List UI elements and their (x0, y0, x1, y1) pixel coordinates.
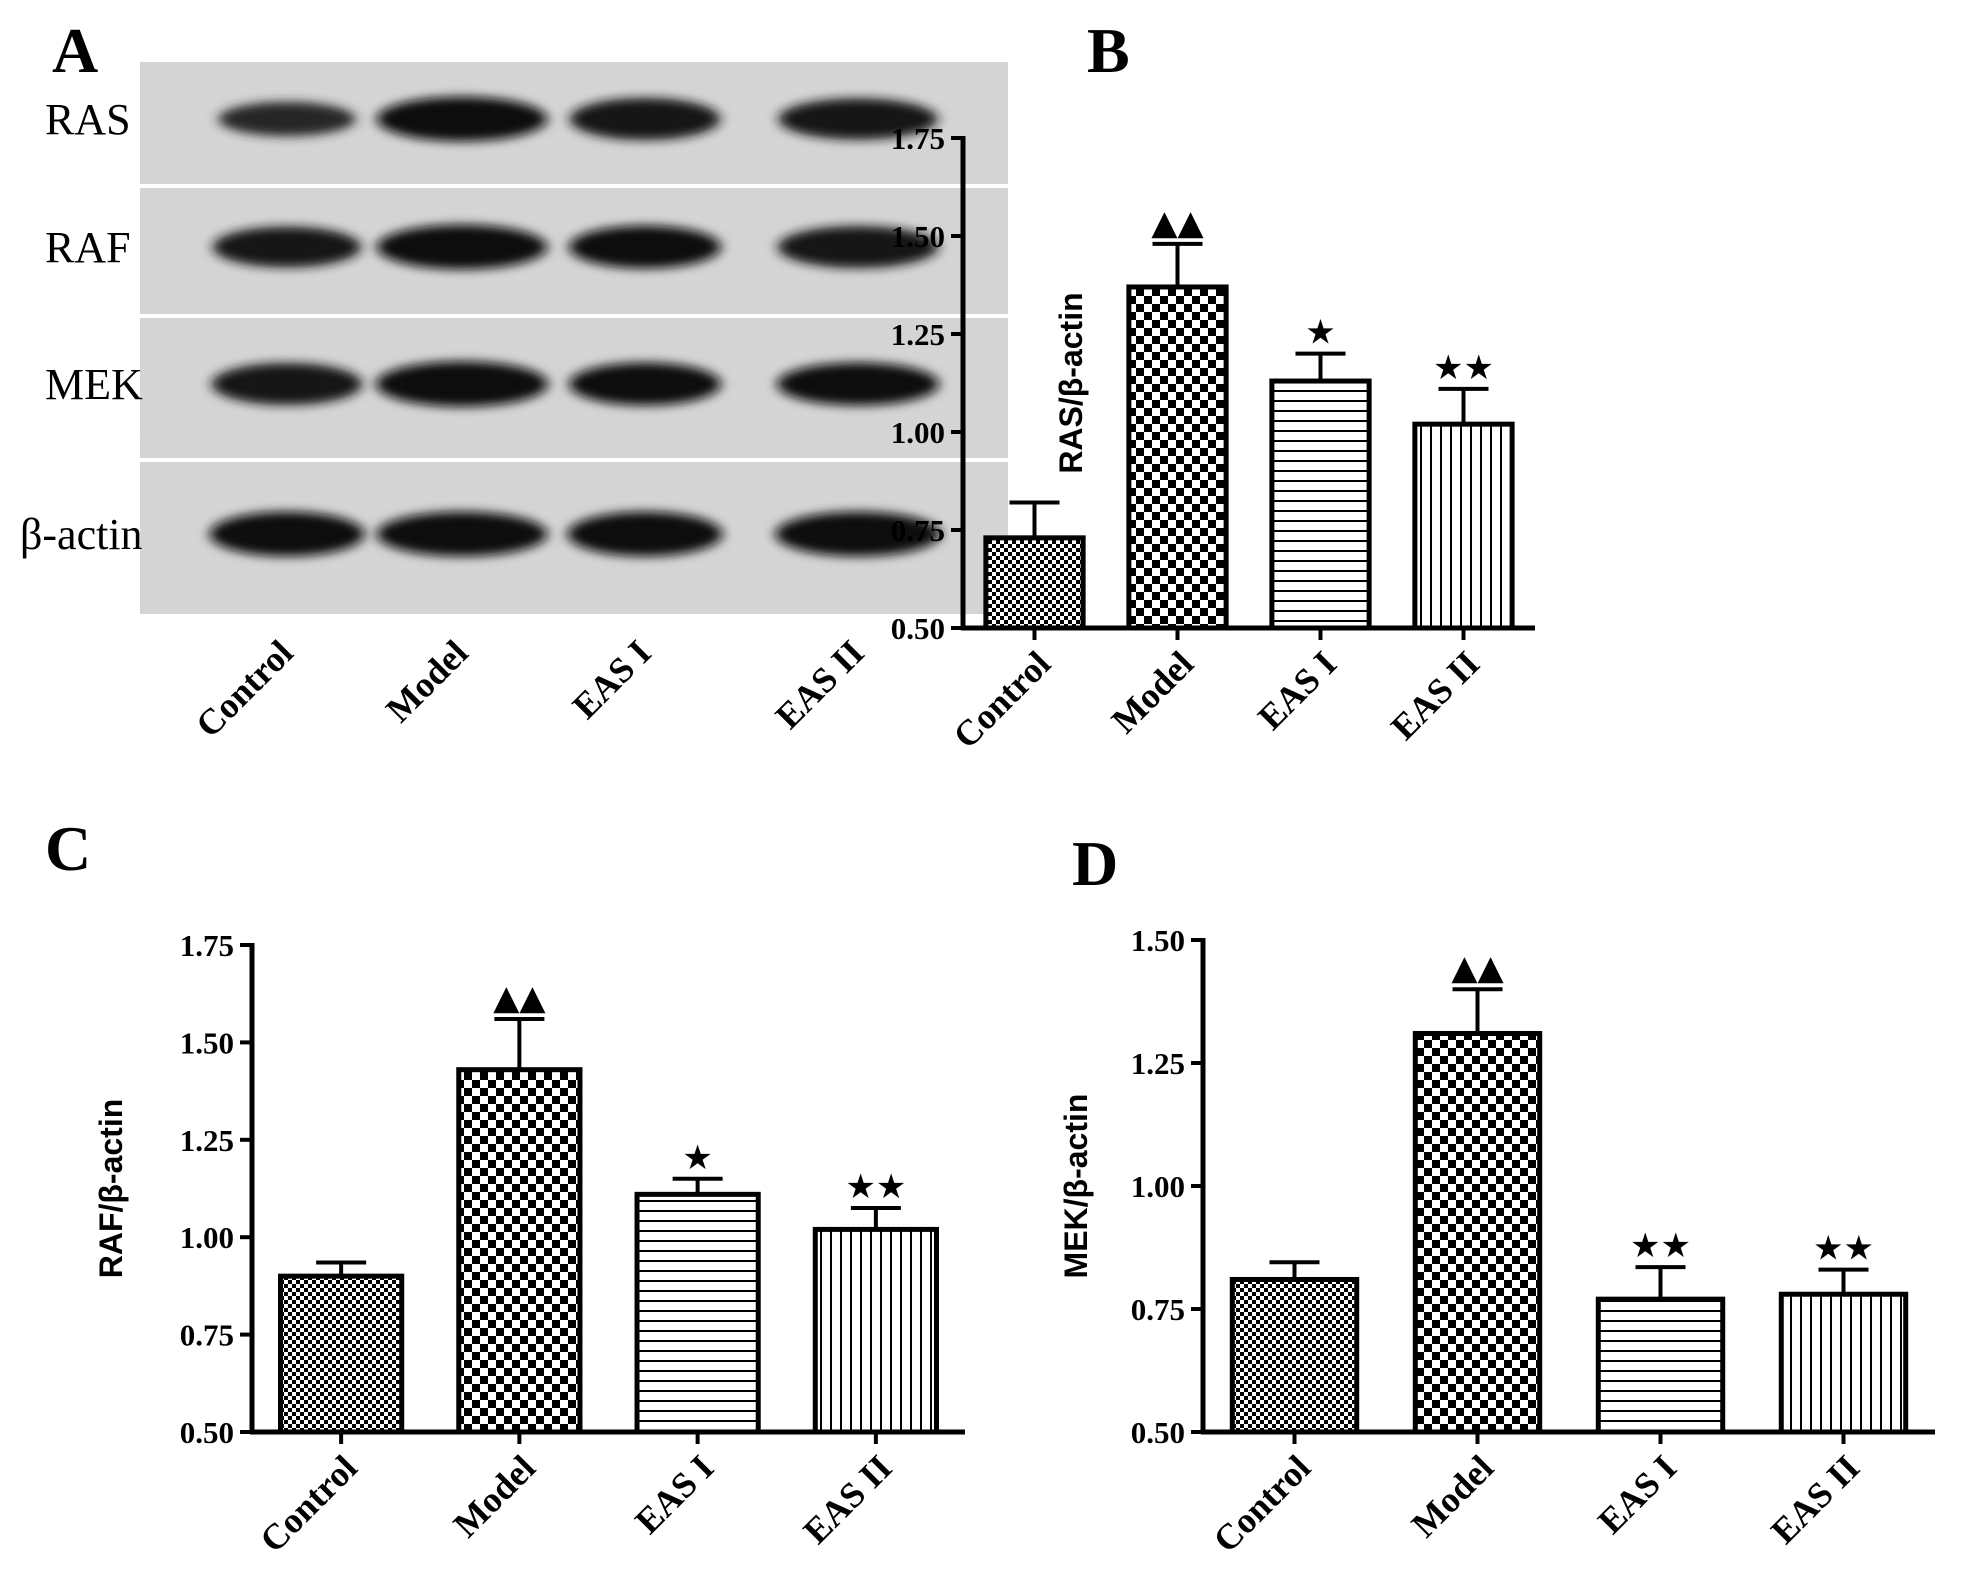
panel-a-western-blot: A RAS RAF MEK β-actin Control Model EAS I EAS … (20, 15, 1008, 745)
blot-label-ras: RAS (45, 95, 131, 144)
y-tick-label: 1.50 (1131, 923, 1185, 958)
y-tick-label: 1.50 (180, 1025, 234, 1060)
y-axis-title: RAF/β-actin (93, 1099, 129, 1279)
y-axis-title: MEK/β-actin (1058, 1094, 1094, 1279)
band-raf-eas-i (568, 225, 722, 269)
chart-b-ras: B RAS/β-actin Control ▲▲ Model ★ EAS I ★★ EAS II… (891, 15, 1535, 756)
y-tick-label: 0.75 (1131, 1292, 1185, 1327)
bar-eas-i (1269, 378, 1372, 631)
category-label-eas-i: EAS I (1250, 643, 1344, 737)
y-tick-label: 1.25 (1131, 1046, 1185, 1081)
y-tick-label: 0.75 (891, 513, 945, 548)
band-mek-eas-ii (776, 362, 940, 406)
blot-label-beta-actin: β-actin (20, 510, 143, 559)
category-label-eas-ii: EAS II (1383, 643, 1487, 747)
panel-b-letter: B (1087, 15, 1130, 86)
chart-d-mek: D MEK/β-actin Control ▲▲ Model ★★ EAS I ★★ EAS I… (1058, 828, 1935, 1560)
category-label-control: Control (1205, 1447, 1318, 1560)
lane-label-eas-i: EAS I (565, 632, 659, 726)
y-tick-label: 0.50 (1131, 1415, 1185, 1450)
blot-strip-ras (140, 62, 1008, 184)
significance-marker-model: ▲▲ (1151, 203, 1204, 243)
lane-label-control: Control (188, 632, 301, 745)
bar-control (278, 1273, 405, 1435)
significance-marker-eas-ii: ★★ (1813, 1229, 1874, 1269)
band-raf-control (212, 226, 362, 268)
y-tick-label: 1.50 (891, 219, 945, 254)
band-ras-eas-i (569, 97, 721, 141)
category-label-model: Model (1404, 1447, 1502, 1545)
category-label-model: Model (1104, 643, 1202, 741)
band-raf-eas-ii (777, 225, 939, 269)
bar-eas-i (1595, 1296, 1726, 1435)
band-beta-actin-model (376, 511, 548, 557)
bar-eas-ii (1412, 421, 1515, 631)
band-ras-control (218, 101, 356, 137)
y-tick-label: 1.25 (891, 317, 945, 352)
category-label-eas-ii: EAS II (1763, 1447, 1867, 1551)
bar-model (1126, 284, 1229, 631)
significance-marker-eas-i: ★ (1305, 313, 1335, 353)
category-label-eas-ii: EAS II (796, 1447, 900, 1551)
y-tick-label: 1.75 (180, 928, 234, 963)
band-raf-model (376, 224, 548, 270)
panel-d-letter: D (1072, 828, 1118, 899)
significance-marker-eas-i: ★ (682, 1138, 712, 1178)
blot-row-labels: RAS RAF MEK β-actin (20, 95, 143, 559)
bar-eas-ii (812, 1226, 939, 1435)
category-label-eas-i: EAS I (1590, 1447, 1684, 1541)
band-mek-model (375, 361, 549, 407)
blot-strip-beta-actin (140, 462, 1008, 614)
panel-a-letter: A (52, 15, 98, 86)
significance-marker-eas-ii: ★★ (845, 1167, 906, 1207)
band-beta-actin-eas-ii (775, 511, 941, 557)
y-axis-title: RAS/β-actin (1053, 292, 1089, 473)
blot-strips (140, 62, 1008, 614)
significance-marker-model: ▲▲ (1451, 948, 1504, 988)
category-label-model: Model (445, 1447, 543, 1545)
bar-control (1229, 1276, 1360, 1435)
blot-strip-mek (140, 318, 1008, 458)
blot-strip-raf (140, 188, 1008, 314)
y-tick-label: 1.75 (891, 121, 945, 156)
significance-marker-eas-ii: ★★ (1433, 348, 1494, 388)
y-tick-label: 1.00 (891, 415, 945, 450)
blot-label-mek: MEK (45, 360, 143, 409)
bar-model (456, 1067, 583, 1435)
y-tick-label: 1.00 (1131, 1169, 1185, 1204)
band-ras-model (376, 96, 548, 142)
y-tick-label: 1.25 (180, 1123, 234, 1158)
y-tick-label: 0.50 (180, 1415, 234, 1450)
bar-control (983, 535, 1086, 631)
chart-c-raf: C RAF/β-actin Control ▲▲ Model ★ EAS I ★★ EAS II… (45, 813, 965, 1560)
significance-marker-model: ▲▲ (493, 978, 546, 1018)
category-label-control: Control (252, 1447, 365, 1560)
y-tick-label: 0.75 (180, 1318, 234, 1353)
blot-lane-labels: Control Model EAS I EAS II (188, 632, 872, 745)
panel-c-letter: C (45, 813, 91, 884)
bar-model (1412, 1030, 1543, 1435)
blot-label-raf: RAF (45, 223, 131, 272)
band-beta-actin-eas-i (567, 511, 723, 557)
band-ras-eas-ii (778, 98, 938, 140)
bar-eas-i (634, 1191, 761, 1435)
lane-label-model: Model (378, 632, 476, 730)
bar-eas-ii (1778, 1291, 1909, 1435)
y-tick-label: 1.00 (180, 1220, 234, 1255)
significance-marker-eas-i: ★★ (1630, 1226, 1691, 1266)
category-label-control: Control (945, 643, 1058, 756)
y-tick-label: 0.50 (891, 611, 945, 646)
lane-label-eas-ii: EAS II (768, 632, 872, 736)
band-mek-control (211, 362, 363, 406)
band-beta-actin-control (209, 511, 365, 557)
band-mek-eas-i (568, 362, 722, 406)
category-label-eas-i: EAS I (627, 1447, 721, 1541)
